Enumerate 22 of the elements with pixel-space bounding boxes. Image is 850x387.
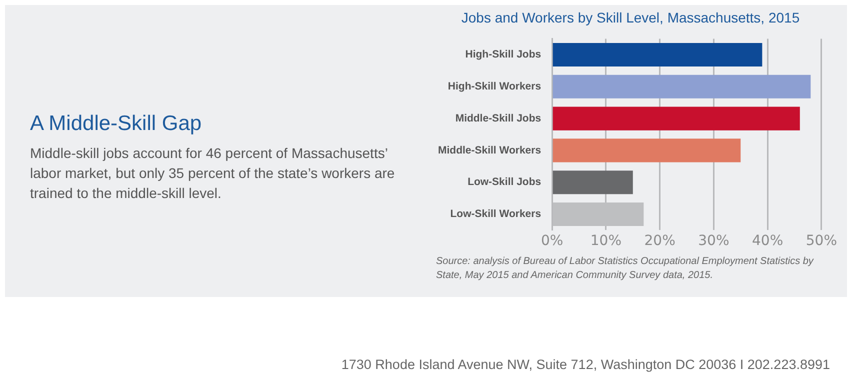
y-tick-label: High-Skill Workers: [448, 80, 542, 93]
bar: [552, 106, 800, 130]
source-note: Source: analysis of Bureau of Labor Statistics Occupational Employment Statistics by State, May 2015 and American Community Survey data, 2015.: [436, 255, 815, 283]
x-tick-label: 0%: [540, 233, 564, 250]
chart-title: Jobs and Workers by Skill Level, Massachusetts, 2015: [461, 9, 800, 26]
y-tick-label: Low-Skill Workers: [450, 208, 542, 220]
x-tick-label: 10%: [590, 233, 622, 250]
x-tick-label: 50%: [806, 233, 838, 250]
y-tick-label: High-Skill Jobs: [465, 48, 542, 61]
y-tick-label: Low-Skill Jobs: [468, 176, 542, 188]
x-tick-label: 30%: [698, 233, 730, 250]
bar: [552, 74, 811, 98]
text: A Middle-Skill Gap: [30, 112, 202, 136]
bar: [552, 42, 762, 67]
x-tick-label: 20%: [644, 233, 676, 250]
text: 1730 Rhode Island Avenue NW, Suite 712, Washington DC 20036 I 202.223.8991: [341, 357, 830, 372]
text: Middle-skill jobs account for 46 percent of Massachusetts’ labor market, but only 35 percent of the state’s workers are trained to the middle-skill level.: [30, 144, 396, 203]
y-tick-label: Middle-Skill Workers: [438, 144, 542, 156]
bar: [552, 138, 741, 162]
x-tick-label: 40%: [752, 233, 784, 250]
y-tick-label: Middle-Skill Jobs: [455, 112, 542, 124]
bar: [552, 170, 633, 194]
